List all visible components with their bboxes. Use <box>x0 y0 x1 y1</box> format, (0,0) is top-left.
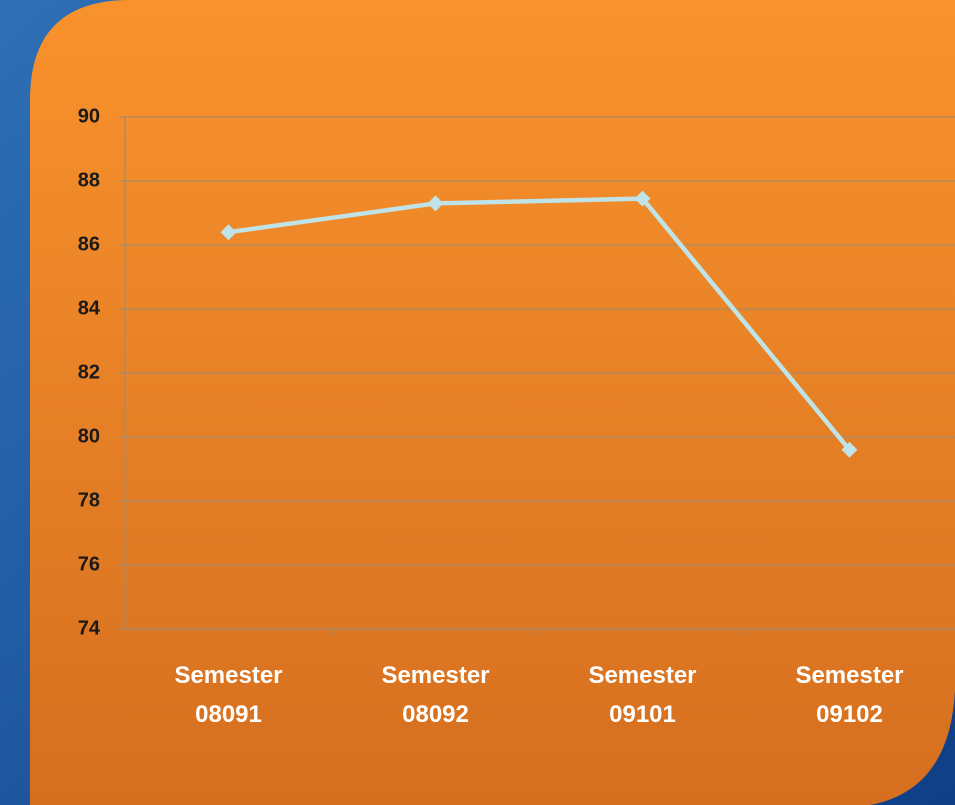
series-marker <box>427 195 444 212</box>
x-tick-label: Semester 08091 <box>174 662 282 728</box>
y-tick-label: 88 <box>78 169 100 191</box>
x-tick-label: Semester 09101 <box>588 662 696 728</box>
y-tick-label: 90 <box>78 105 100 127</box>
series-marker <box>634 190 651 207</box>
y-tick-label: 76 <box>78 553 100 575</box>
x-tick-label: Semester 08092 <box>381 662 489 728</box>
y-tick-label: 84 <box>78 297 101 319</box>
y-tick-label: 86 <box>78 233 100 255</box>
series-marker <box>220 224 237 241</box>
x-tick-label: Semester 09102 <box>795 662 903 728</box>
series-line <box>228 196 852 452</box>
y-tick-label: 74 <box>78 617 101 639</box>
panel <box>30 0 955 805</box>
y-tick-label: 80 <box>78 425 100 447</box>
y-tick-label: 82 <box>78 361 100 383</box>
series-marker <box>841 441 858 458</box>
y-tick-label: 78 <box>78 489 100 511</box>
